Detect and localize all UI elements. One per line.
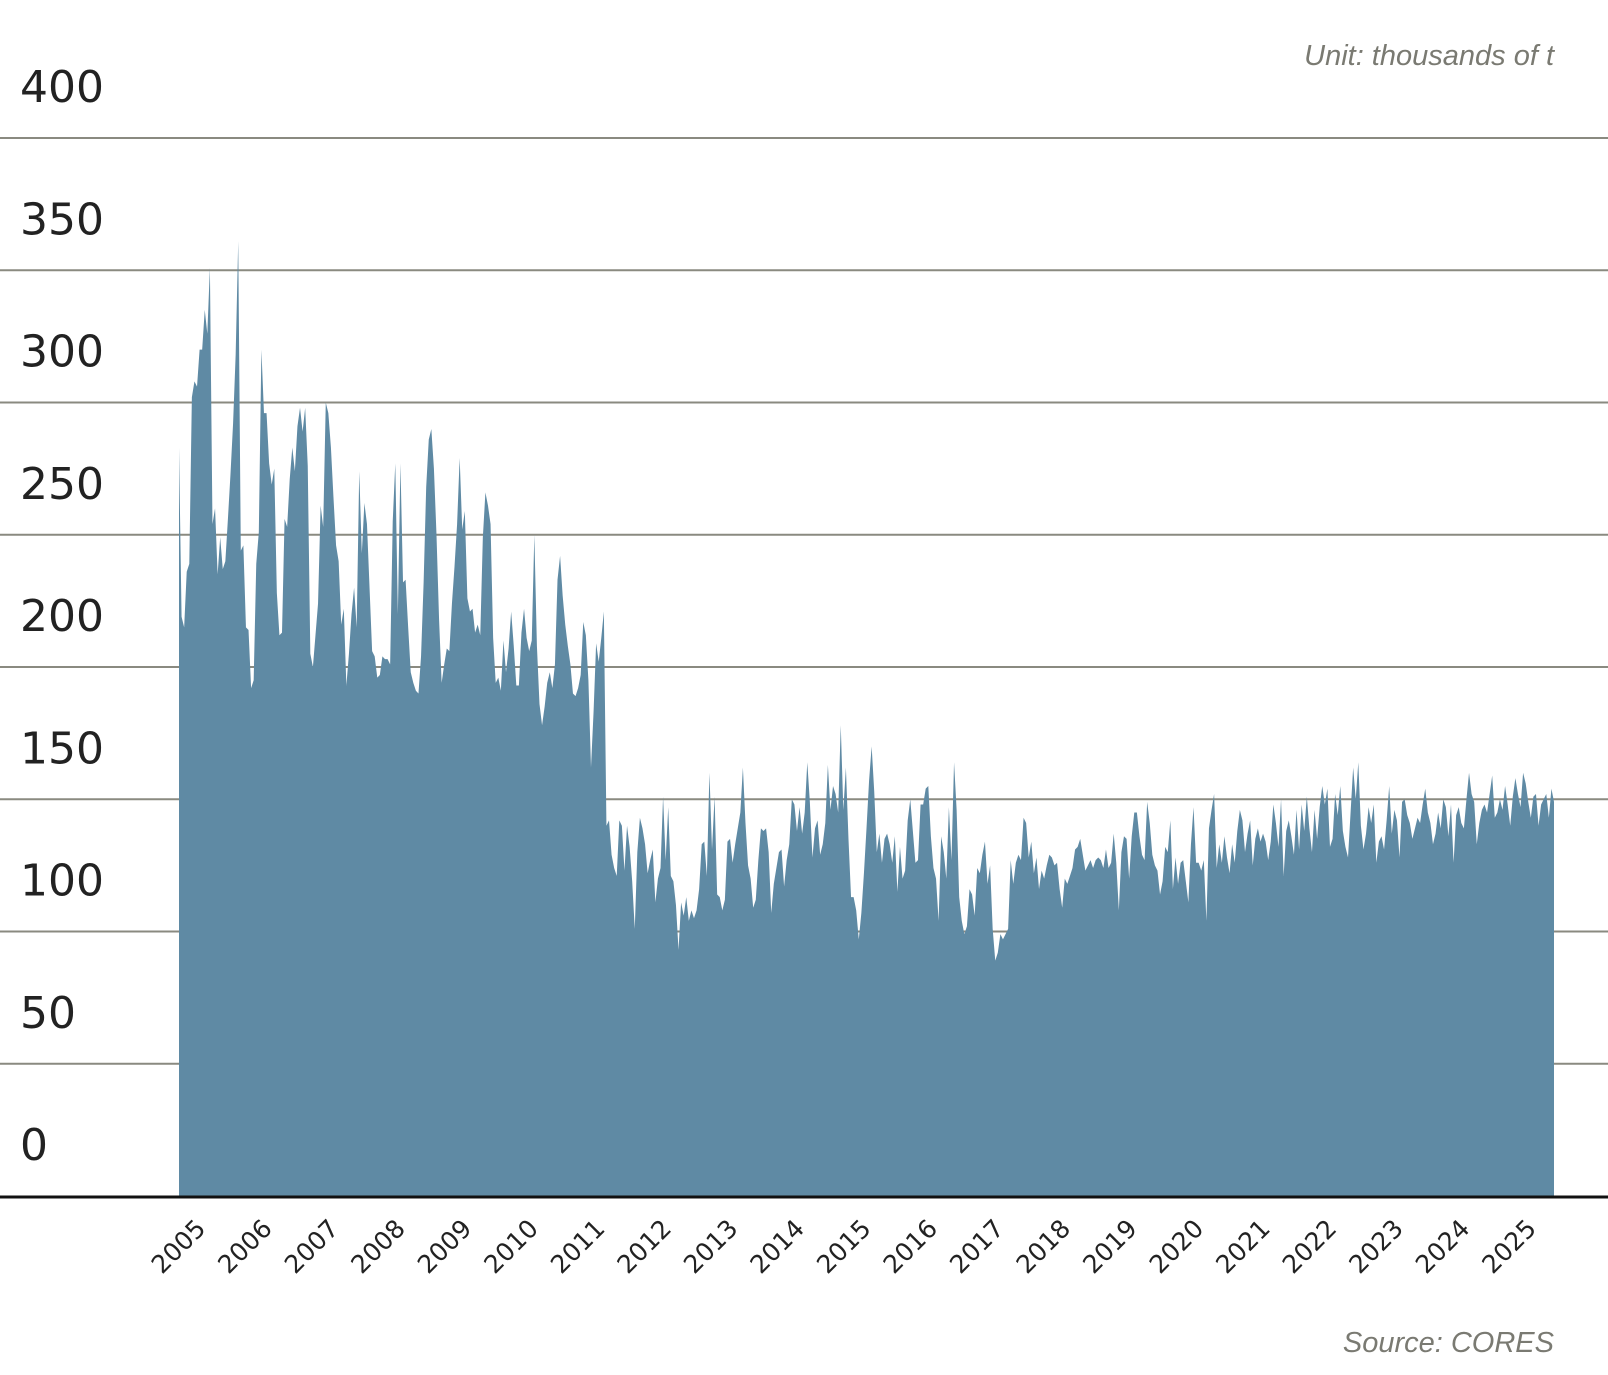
x-tick-label: 2013 [678,1214,743,1279]
y-tick-label: 200 [20,591,104,642]
x-tick-label: 2019 [1077,1214,1142,1279]
y-tick-label: 50 [20,988,76,1039]
source-note: Source: CORES [1343,1327,1555,1359]
x-tick-label: 2021 [1210,1214,1275,1279]
x-tick-label: 2015 [811,1214,876,1279]
x-tick-label: 2020 [1144,1214,1209,1279]
x-tick-label: 2011 [545,1214,610,1279]
x-tick-label: 2017 [944,1214,1009,1279]
x-tick-label: 2025 [1476,1214,1541,1279]
x-tick-label: 2023 [1343,1214,1408,1279]
x-tick-label: 2008 [345,1214,410,1279]
y-tick-label: 250 [20,459,104,510]
y-tick-label: 300 [20,327,104,378]
y-tick-label: 0 [20,1120,48,1171]
y-axis-tick-labels: 0 50 100 150 200 250 300 350 400 [20,62,104,1171]
x-tick-label: 2014 [745,1214,810,1279]
y-tick-label: 100 [20,856,104,907]
y-tick-label: 400 [20,62,104,113]
x-tick-label: 2022 [1277,1214,1342,1279]
x-tick-label: 2006 [212,1214,277,1279]
unit-note: Unit: thousands of t [1304,40,1556,72]
x-tick-label: 2024 [1410,1214,1475,1279]
series-area [179,241,1554,1196]
x-tick-label: 2009 [412,1214,477,1279]
x-tick-label: 2016 [878,1214,943,1279]
x-tick-label: 2018 [1011,1214,1076,1279]
x-tick-label: 2012 [611,1214,676,1279]
x-tick-label: 2005 [146,1214,211,1279]
y-tick-label: 150 [20,723,104,774]
x-tick-label: 2010 [478,1214,543,1279]
y-tick-label: 350 [20,194,104,245]
x-tick-label: 2007 [279,1214,344,1279]
x-axis-tick-labels: 2005 2006 2007 2008 2009 2010 2011 2012 2013 2014… [146,1214,1542,1279]
